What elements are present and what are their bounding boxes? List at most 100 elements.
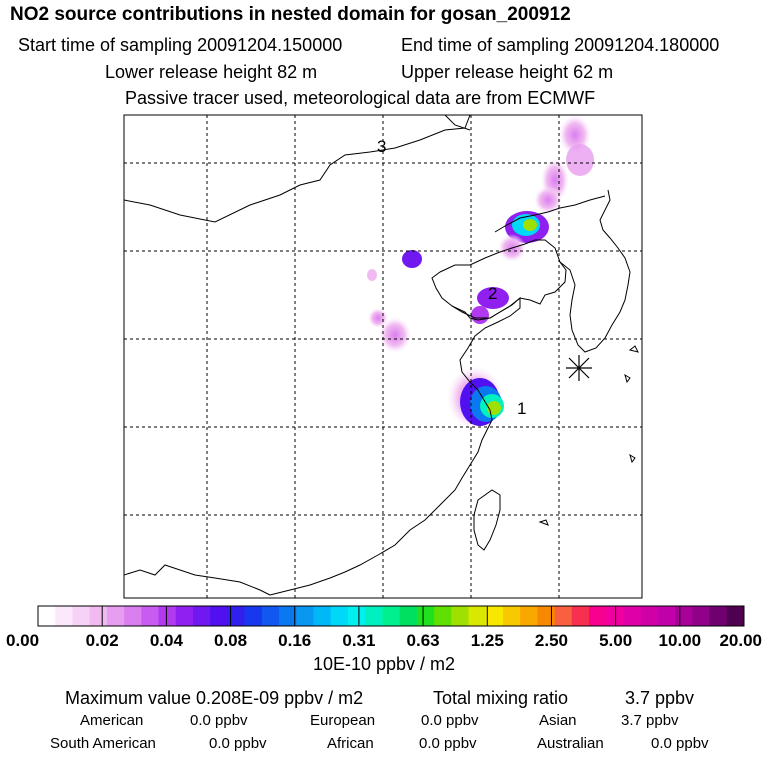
border-mongolia — [124, 115, 471, 223]
note-label: Passive tracer used, meteorological data… — [125, 88, 596, 108]
colorbar-swatch — [382, 606, 401, 626]
colorbar-tick-label: 0.00 — [6, 631, 39, 650]
colorbar-swatch — [106, 606, 125, 626]
map-label-1: 1 — [517, 399, 526, 418]
colorbar-swatch — [210, 606, 228, 626]
colorbar-swatch — [709, 606, 728, 626]
colorbar-swatch — [227, 606, 246, 626]
colorbar-swatch — [124, 606, 142, 626]
region-name-european: European — [310, 712, 376, 729]
region-value-asian: 3.7 ppbv — [621, 712, 679, 729]
map-label-2: 2 — [488, 284, 497, 303]
colorbar-swatch — [537, 606, 556, 626]
colorbar-swatch — [451, 606, 469, 626]
plume-trail-2 — [534, 186, 562, 214]
colorbar-swatch — [261, 606, 280, 626]
colorbar-swatch — [192, 606, 211, 626]
receptor-star-icon — [566, 355, 592, 381]
colorbar-swatch — [675, 606, 693, 626]
total-mixing-ratio-value: 3.7 ppbv — [625, 688, 695, 708]
colorbar-swatch — [416, 606, 435, 626]
colorbar-swatch — [347, 606, 366, 626]
colorbar-swatch — [244, 606, 263, 626]
colorbar-swatch — [606, 606, 624, 626]
colorbar-swatch — [485, 606, 504, 626]
map-content — [124, 115, 642, 598]
coast-korea — [559, 189, 631, 353]
colorbar-swatch — [72, 606, 91, 626]
colorbar-swatch — [89, 606, 108, 626]
colorbar-swatch — [399, 606, 418, 626]
colorbar-swatch — [313, 606, 332, 626]
upper-height-label: Upper release height 62 m — [401, 62, 614, 82]
coastlines — [124, 115, 639, 596]
start-time-label: Start time of sampling 20091204.150000 — [18, 35, 343, 55]
colorbar-swatch — [640, 606, 659, 626]
colorbar-swatch — [365, 606, 383, 626]
colorbar-swatch — [502, 606, 521, 626]
region-name-african: African — [327, 735, 374, 752]
colorbar-tick-label: 0.31 — [342, 631, 375, 650]
colorbar-swatch — [657, 606, 676, 626]
lower-height-label: Lower release height 82 m — [105, 62, 318, 82]
colorbar-swatch — [38, 606, 56, 626]
colorbar-tick-label: 2.50 — [535, 631, 568, 650]
plume-liaodong-hot — [523, 219, 537, 231]
plume-west — [402, 250, 422, 268]
total-mixing-ratio-label: Total mixing ratio — [433, 688, 569, 708]
colorbar-tick-label: 0.63 — [407, 631, 440, 650]
colorbar-swatch — [434, 606, 452, 626]
plume-bohai — [477, 287, 509, 309]
colorbar-swatch — [623, 606, 642, 626]
plume-north-pink-2 — [566, 144, 594, 176]
region-value-european: 0.0 ppbv — [421, 712, 479, 729]
colorbar-swatch — [468, 606, 487, 626]
end-time-label: End time of sampling 20091204.180000 — [401, 35, 720, 55]
colorbar-swatch — [141, 606, 160, 626]
coast-taiwan — [473, 489, 501, 551]
colorbar-swatch — [296, 606, 315, 626]
region-value-south-american: 0.0 ppbv — [209, 735, 267, 752]
plume-inland-3 — [367, 269, 377, 281]
colorbar-swatch — [55, 606, 73, 626]
region-name-asian: Asian — [539, 712, 577, 729]
island-3 — [629, 453, 636, 464]
island-1 — [628, 345, 639, 353]
plume-inland-2 — [379, 317, 411, 353]
region-name-american: American — [80, 712, 144, 729]
colorbar-tick-label: 0.08 — [214, 631, 247, 650]
region-name-south-american: South American — [50, 735, 156, 752]
region-value-australian: 0.0 ppbv — [651, 735, 709, 752]
coast-shandong — [269, 296, 521, 596]
colorbar-swatch — [589, 606, 607, 626]
island-4 — [538, 519, 549, 526]
border-russia — [444, 115, 471, 131]
colorbar-tick-label: 0.16 — [278, 631, 311, 650]
colorbar-swatch — [554, 606, 573, 626]
max-value-label: Maximum value 0.208E-09 ppbv / m2 — [65, 688, 364, 708]
map-label-3: 3 — [377, 137, 386, 156]
region-value-african: 0.0 ppbv — [419, 735, 477, 752]
region-name-australian: Australian — [537, 735, 604, 752]
colorbar-swatch — [279, 606, 297, 626]
colorbar-ticks — [37, 606, 745, 626]
coast-southwest — [124, 564, 271, 596]
colorbar-unit-label: 10E-10 ppbv / m2 — [312, 654, 456, 674]
tracer-plumes — [367, 115, 594, 430]
border-korea-north — [494, 195, 606, 233]
chart-title: NO2 source contributions in nested domai… — [10, 4, 571, 25]
colorbar-tick-label: 1.25 — [471, 631, 504, 650]
colorbar-tick-label: 10.00 — [659, 631, 702, 650]
coast-bohai — [431, 239, 567, 321]
map-grid — [124, 115, 642, 598]
island-2 — [624, 373, 631, 384]
colorbar-swatch — [571, 606, 590, 626]
region-value-american: 0.0 ppbv — [190, 712, 248, 729]
colorbar-tick-labels: 0.00 0.02 0.04 0.08 0.16 0.31 0.63 1.25 2.50 5.00… — [6, 631, 762, 650]
colorbar-swatches — [37, 605, 745, 627]
colorbar-swatch — [520, 606, 538, 626]
colorbar-tick-label: 5.00 — [599, 631, 632, 650]
colorbar-swatch — [726, 606, 745, 626]
colorbar-swatch — [175, 606, 194, 626]
